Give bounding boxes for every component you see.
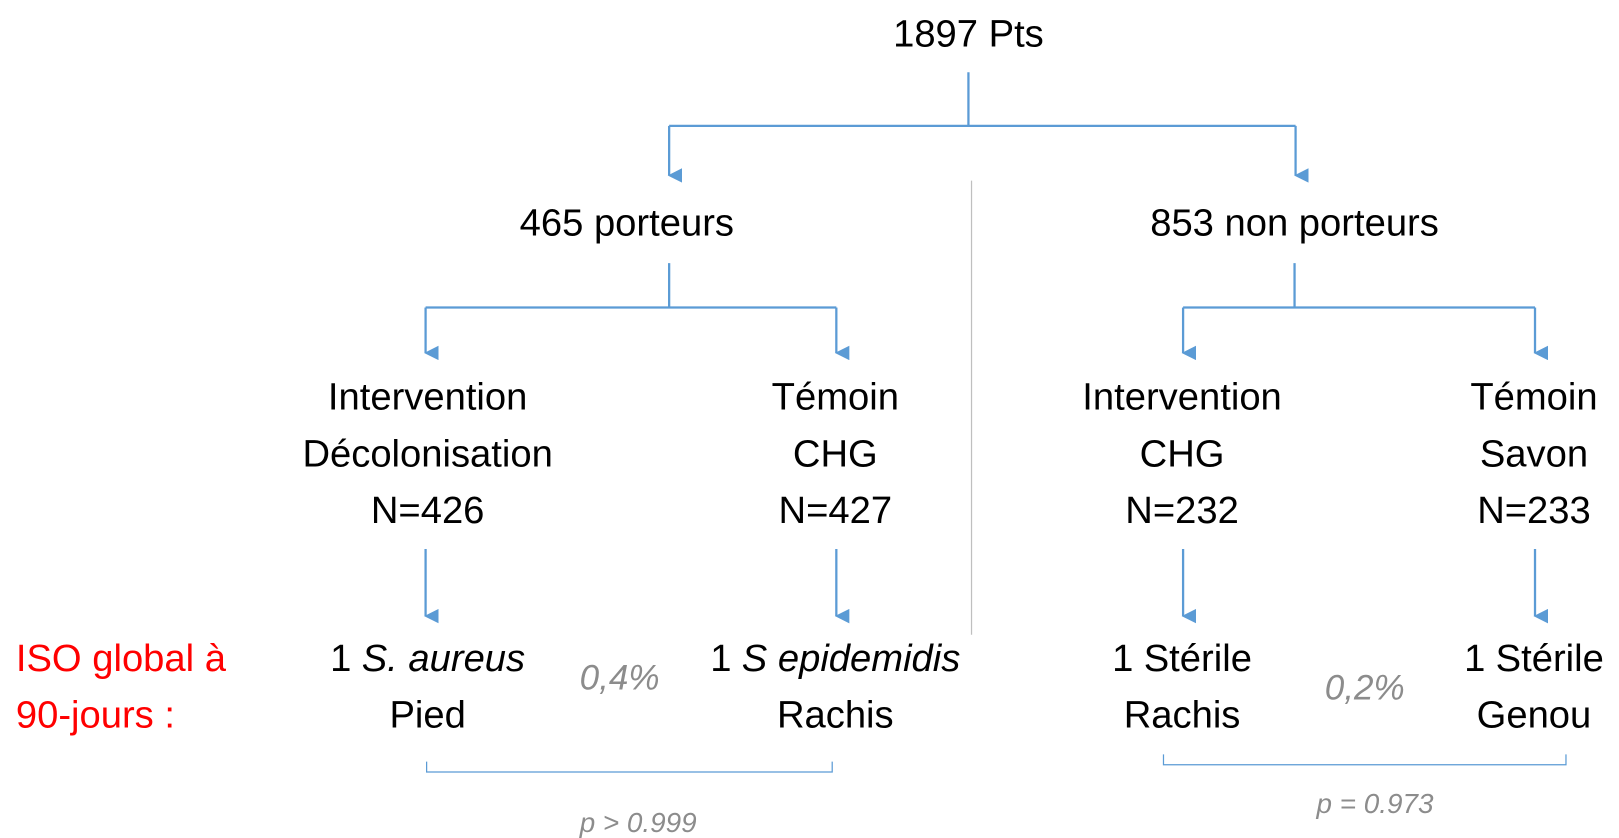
outcome-organism: Stérile <box>1496 637 1604 680</box>
arm-label: N=426 <box>371 489 485 532</box>
arm-label: N=427 <box>779 489 893 532</box>
arm-label: CHG <box>1140 432 1225 475</box>
side-label: ISO global à <box>16 637 227 680</box>
outcome-count: 1 <box>710 637 731 680</box>
bracket <box>426 761 833 773</box>
connector <box>425 263 837 309</box>
arm-label: Savon <box>1480 432 1588 475</box>
arm-label: Témoin <box>1470 376 1597 419</box>
root-node: 1897 Pts <box>893 12 1044 55</box>
outcome: 1 S. aureus <box>330 637 525 680</box>
outcome-count: 1 <box>330 637 351 680</box>
outcome-organism: Stérile <box>1144 637 1252 680</box>
bracket <box>1162 754 1567 766</box>
outcome-site: Rachis <box>777 694 894 737</box>
outcome-count: 1 <box>1464 637 1485 680</box>
p-value: p > 0.999 <box>579 807 697 838</box>
outcome: 1 Stérile <box>1112 637 1252 680</box>
arm-label: Témoin <box>772 376 899 419</box>
connector <box>669 72 1296 128</box>
outcome-organism: S epidemidis <box>742 637 961 680</box>
outcome-site: Rachis <box>1124 694 1241 737</box>
outcome-site: Pied <box>389 694 465 737</box>
outcome: 1 S epidemidis <box>710 637 960 680</box>
arm-label: N=232 <box>1125 489 1239 532</box>
arm-label: Intervention <box>328 376 527 419</box>
arm-label: Intervention <box>1082 376 1281 419</box>
side-label: 90-jours : <box>16 694 175 737</box>
connector <box>1183 263 1536 309</box>
group-node: 465 porteurs <box>520 201 734 244</box>
arm-label: N=233 <box>1477 489 1591 532</box>
arm-label: Décolonisation <box>302 432 552 475</box>
group-node: 853 non porteurs <box>1150 201 1439 244</box>
outcome-site: Genou <box>1477 694 1592 737</box>
outcome-count: 1 <box>1112 637 1133 680</box>
arm-label: CHG <box>793 432 878 475</box>
rate: 0,4% <box>580 658 660 697</box>
outcome-organism: S. aureus <box>362 637 525 680</box>
rate: 0,2% <box>1325 669 1405 708</box>
outcome: 1 Stérile <box>1464 637 1604 680</box>
p-value: p = 0.973 <box>1316 788 1434 819</box>
